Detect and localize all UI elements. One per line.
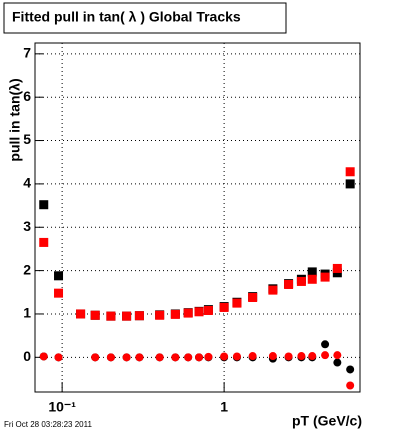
marker — [296, 276, 306, 286]
marker — [204, 352, 213, 361]
x-tick-label: 1 — [220, 399, 228, 415]
marker — [333, 351, 342, 360]
marker — [203, 305, 213, 315]
marker — [134, 311, 144, 321]
marker — [39, 352, 48, 361]
y-tick-label: 2 — [23, 261, 31, 277]
marker — [307, 267, 317, 277]
marker — [345, 167, 355, 177]
marker — [268, 352, 277, 361]
marker — [219, 302, 229, 312]
marker — [54, 353, 63, 362]
marker — [333, 358, 342, 367]
y-tick-label: 4 — [23, 175, 31, 191]
marker — [155, 310, 165, 320]
footer: Fri Oct 28 03:28:23 2011 — [4, 420, 92, 429]
marker — [321, 351, 330, 360]
title-box — [3, 2, 287, 34]
marker — [171, 353, 180, 362]
marker — [54, 271, 64, 281]
marker — [106, 311, 116, 321]
marker — [307, 274, 317, 284]
y-tick-label: 1 — [23, 305, 31, 321]
marker — [232, 298, 242, 308]
marker — [346, 365, 355, 374]
x-axis-label: pT (GeV/c) — [292, 413, 362, 429]
marker — [183, 308, 193, 318]
marker — [332, 263, 342, 273]
marker — [220, 352, 229, 361]
marker — [297, 352, 306, 361]
marker — [320, 272, 330, 282]
marker — [122, 353, 131, 362]
marker — [308, 352, 317, 361]
chart-title: Fitted pull in tan( λ ) Global Tracks — [12, 9, 241, 25]
marker — [248, 292, 258, 302]
marker — [346, 381, 355, 390]
marker — [184, 353, 193, 362]
marker — [76, 309, 86, 319]
y-tick-label: 7 — [23, 45, 31, 61]
marker — [284, 352, 293, 361]
marker — [90, 310, 100, 320]
marker — [155, 353, 164, 362]
marker — [268, 285, 278, 295]
marker — [122, 311, 132, 321]
marker — [248, 352, 257, 361]
marker — [135, 353, 144, 362]
y-tick-label: 3 — [23, 218, 31, 234]
marker — [232, 352, 241, 361]
marker — [170, 309, 180, 319]
y-tick-label: 0 — [23, 348, 31, 364]
y-axis-label: pull in tan(λ) — [7, 78, 23, 161]
x-tick-label: 10⁻¹ — [48, 399, 76, 415]
plot-frame — [34, 42, 361, 393]
marker — [321, 340, 330, 349]
y-tick-label: 5 — [23, 131, 31, 147]
marker — [39, 237, 49, 247]
marker — [284, 279, 294, 289]
marker — [91, 353, 100, 362]
marker — [345, 179, 355, 189]
y-tick-label: 6 — [23, 88, 31, 104]
marker — [106, 353, 115, 362]
marker — [54, 288, 64, 298]
marker — [194, 307, 204, 317]
marker — [39, 200, 49, 210]
marker — [195, 353, 204, 362]
